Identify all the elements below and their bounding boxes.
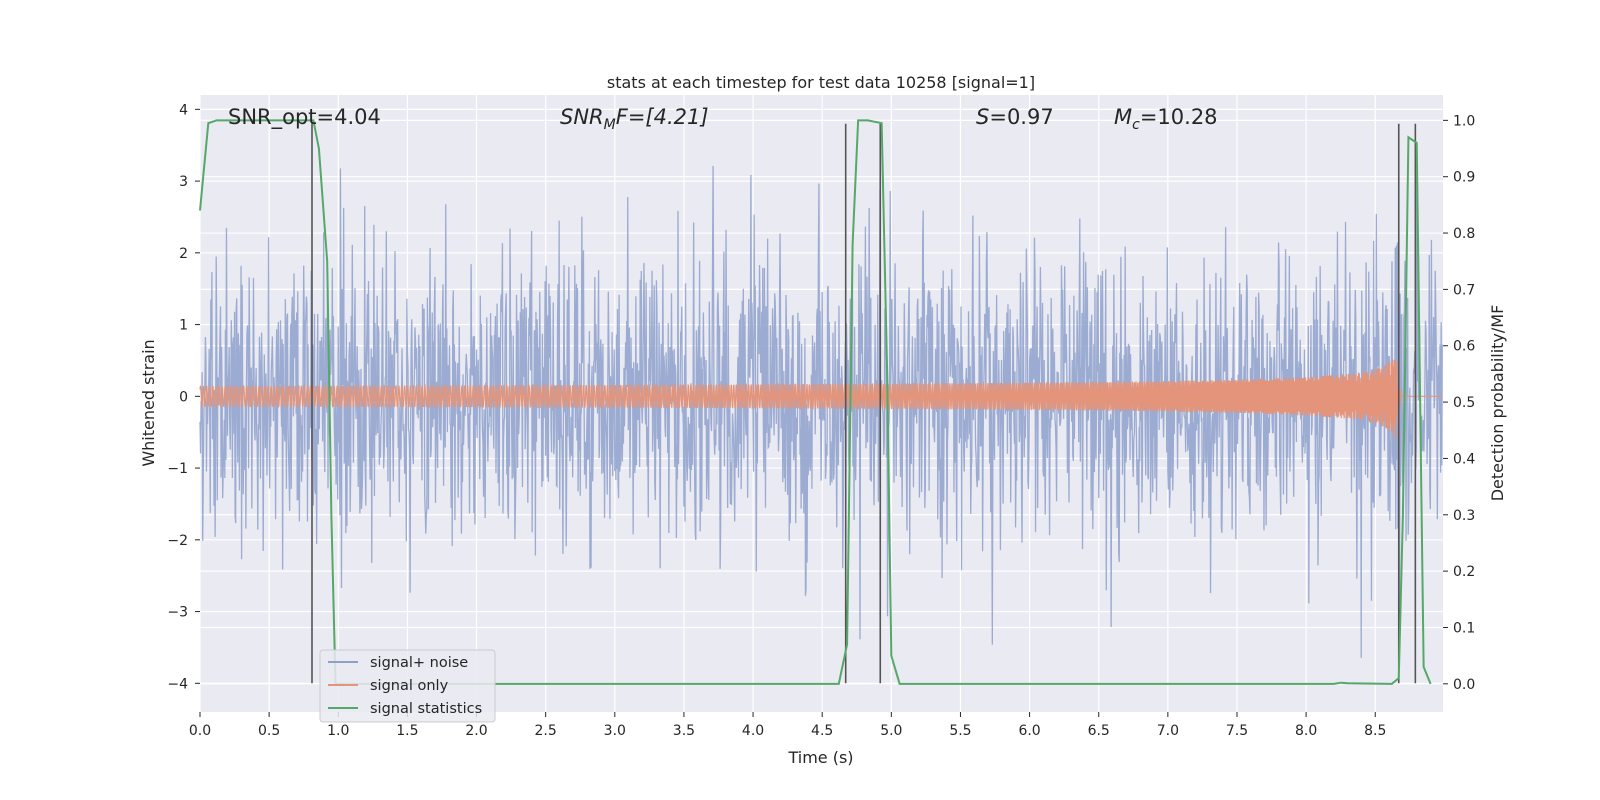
x-tick-label: 2.0 [465,723,487,739]
y-tick-label-right: 0.1 [1453,620,1475,636]
y-tick-label-right: 0.6 [1453,339,1475,355]
y-tick-label-right: 0.9 [1453,170,1475,186]
x-tick-label: 4.5 [811,723,833,739]
y-tick-label-left: −3 [167,605,188,621]
y-tick-label-right: 0.8 [1453,226,1475,242]
y-tick-label-right: 0.0 [1453,677,1475,693]
y-tick-label-right: 1.0 [1453,113,1475,129]
y-tick-label-right: 0.2 [1453,564,1475,580]
annotation-s: S=0.97 [976,105,1054,129]
x-tick-label: 3.0 [604,723,626,739]
series-layer [199,119,1443,685]
x-tick-label: 1.0 [327,723,349,739]
x-tick-label: 5.5 [949,723,971,739]
legend-box [319,649,496,723]
legend-label-signal-only: signal only [370,678,449,694]
y-tick-label-right: 0.5 [1453,395,1475,411]
x-tick-label: 1.5 [396,723,418,739]
axes-layer: 0.0 0.5 1.0 1.5 2.0 2.5 3.0 3.5 4.0 4.5 5.0 5.5 6.0 6… [167,102,1475,739]
y-tick-label-left: 1 [179,318,188,334]
legend: signal+ noise signal only signal statist… [319,649,496,723]
y-tick-label-right: 0.4 [1453,451,1475,467]
y-tick-label-left: −1 [167,461,188,477]
series-signal-only [199,359,1443,441]
y-tick-label-right: 0.7 [1453,282,1475,298]
x-tick-label: 7.5 [1226,723,1248,739]
legend-label-signal-noise: signal+ noise [370,655,468,671]
chart-title: stats at each timestep for test data 102… [607,73,1035,92]
x-tick-label: 3.5 [673,723,695,739]
x-axis-label: Time (s) [787,748,853,767]
x-tick-label: 7.0 [1157,723,1179,739]
y-tick-label-left: 4 [179,102,188,118]
x-tick-label: 4.0 [742,723,764,739]
x-tick-label: 6.5 [1088,723,1110,739]
annotation-mc: Mc=10.28 [1114,105,1218,133]
y-tick-label-left: −2 [167,533,188,549]
x-tick-label: 6.0 [1018,723,1040,739]
y-tick-label-left: 2 [179,246,188,262]
x-tick-label: 2.5 [535,723,557,739]
x-tick-label: 8.0 [1295,723,1317,739]
y-tick-label-left: 0 [179,389,188,405]
x-tick-label: 0.0 [189,723,211,739]
y-tick-label-left: 3 [179,174,188,190]
y-tick-label-left: −4 [167,676,188,692]
x-tick-label: 8.5 [1364,723,1386,739]
x-tick-label: 0.5 [258,723,280,739]
legend-label-signal-statistics: signal statistics [370,701,482,717]
y-axis-label-right: Detection probability/MF [1488,305,1507,502]
y-tick-label-right: 0.3 [1453,508,1475,524]
y-axis-label-left: Whitened strain [139,339,158,466]
annotation-snr-mf: SNRMF=[4.21] [560,105,709,133]
series-signal-statistics [199,119,1432,685]
annotation-snr-opt: SNR_opt=4.04 [228,105,381,130]
x-tick-label: 5.0 [880,723,902,739]
